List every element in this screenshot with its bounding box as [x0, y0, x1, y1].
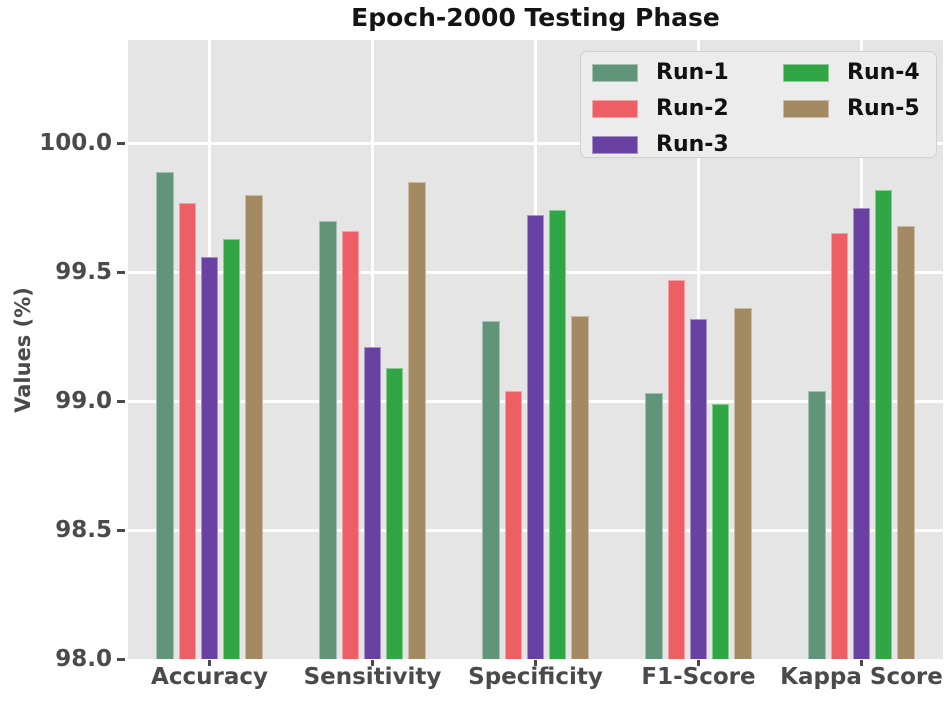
legend-item-run-3: Run-3	[592, 132, 729, 158]
bar-run-5-specificity	[571, 315, 589, 659]
y-tick-label-99.5: 99.5	[55, 259, 112, 286]
bar-run-5-f1-score	[734, 308, 752, 659]
y-tick-mark-99.0	[117, 399, 125, 403]
bar-run-2-accuracy	[178, 202, 196, 659]
y-tick-mark-98.5	[117, 528, 125, 532]
x-tick-label-accuracy: Accuracy	[151, 664, 268, 690]
y-tick-label-100.0: 100.0	[39, 130, 112, 157]
legend-item-run-5: Run-5	[783, 96, 920, 122]
legend-label-run-3: Run-3	[656, 132, 729, 157]
x-tick-mark-f1-score	[697, 660, 700, 666]
chart-title: Epoch-2000 Testing Phase	[351, 3, 720, 32]
legend-swatch-run-4	[783, 64, 829, 82]
bar-run-5-kappa-score	[897, 225, 915, 659]
bar-run-5-accuracy	[245, 194, 263, 659]
bar-run-4-f1-score	[712, 403, 730, 659]
y-tick-mark-99.5	[117, 270, 125, 274]
y-tick-label-98.0: 98.0	[55, 646, 112, 672]
y-tick-label-98.5: 98.5	[55, 517, 112, 544]
bar-run-4-specificity	[549, 210, 567, 659]
x-tick-mark-sensitivity	[371, 660, 374, 666]
x-tick-mark-specificity	[534, 660, 537, 666]
bar-run-1-accuracy	[156, 171, 174, 659]
bar-run-3-f1-score	[689, 318, 708, 659]
y-tick-mark-100.0	[117, 141, 125, 145]
legend-swatch-run-2	[592, 100, 638, 118]
legend-item-run-1: Run-1	[592, 60, 729, 86]
x-tick-label-f1-score: F1-Score	[641, 664, 756, 690]
legend-label-run-5: Run-5	[847, 96, 920, 121]
bar-run-2-kappa-score	[830, 233, 848, 659]
bar-run-2-sensitivity	[341, 230, 359, 659]
bar-run-3-sensitivity	[363, 346, 382, 659]
y-tick-mark-98.0	[117, 657, 125, 661]
legend-swatch-run-5	[783, 100, 829, 118]
bar-run-4-accuracy	[223, 238, 241, 659]
legend-swatch-run-3	[592, 136, 638, 154]
bar-run-1-specificity	[482, 321, 500, 659]
legend: Run-1 Run-2 Run-3 Run-4 Run-5	[580, 51, 937, 158]
x-tick-mark-accuracy	[208, 660, 211, 666]
bar-run-3-specificity	[526, 215, 545, 659]
x-tick-label-kappa-score: Kappa Score	[780, 664, 943, 690]
bar-run-1-sensitivity	[319, 220, 337, 659]
bar-run-4-sensitivity	[386, 367, 404, 659]
bar-run-4-kappa-score	[875, 189, 893, 659]
bar-run-1-kappa-score	[808, 390, 826, 659]
legend-item-run-4: Run-4	[783, 60, 920, 86]
bar-run-5-sensitivity	[408, 181, 426, 659]
legend-label-run-1: Run-1	[656, 60, 729, 85]
bar-run-2-f1-score	[667, 279, 685, 659]
bar-run-3-kappa-score	[852, 207, 871, 659]
bar-run-1-f1-score	[645, 393, 663, 659]
legend-label-run-4: Run-4	[847, 60, 920, 85]
x-tick-label-specificity: Specificity	[468, 664, 603, 690]
legend-item-run-2: Run-2	[592, 96, 729, 122]
y-tick-label-99.0: 99.0	[55, 388, 112, 415]
legend-label-run-2: Run-2	[656, 96, 729, 121]
x-tick-mark-kappa-score	[860, 660, 863, 666]
bar-run-3-accuracy	[200, 256, 219, 659]
legend-swatch-run-1	[592, 64, 638, 82]
bar-run-2-specificity	[504, 390, 522, 659]
x-tick-label-sensitivity: Sensitivity	[303, 664, 442, 690]
